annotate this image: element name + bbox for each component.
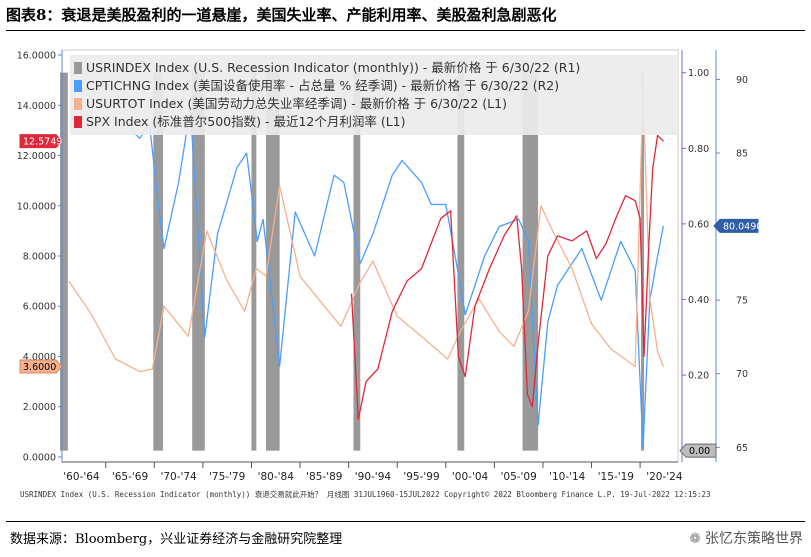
series-line-spx [350, 134, 664, 420]
x-tick-label-10: '10-'14 [549, 471, 586, 483]
left-tick-label-1: 2.0000 [23, 402, 56, 413]
legend-entry-2: USURTOT Index (美国劳动力总失业率经季调) - 最新价格 于 6/… [86, 96, 507, 111]
inner-right-tick-label-3: 0.80 [688, 144, 709, 155]
x-tick-label-11: '15-'19 [598, 471, 634, 483]
recession-last-value-flag: 0.00 [679, 443, 717, 458]
capacity-last-value-flag-shape [713, 218, 759, 233]
recession-bar-1 [153, 72, 164, 451]
x-tick-label-6: '90-'94 [355, 471, 392, 483]
watermark: ❁ 张忆东策略世界 [689, 528, 803, 548]
left-tick-label-8: 16.0000 [17, 51, 56, 62]
left-tick-label-0: 0.0000 [23, 452, 56, 463]
legend: USRINDEX Index (U.S. Recession Indicator… [70, 55, 678, 135]
watermark-text: 张忆东策略世界 [705, 531, 803, 547]
series-line-cptichng [124, 108, 665, 448]
capacity-last-value-flag-text: 80.0490 [723, 221, 762, 232]
legend-entry-3: SPX Index (标准普尔500指数) - 最近12个月利润率 (L1) [86, 114, 406, 129]
inner-right-tick-label-4: 1.00 [688, 68, 709, 79]
left-tick-label-5: 10.0000 [17, 201, 56, 212]
axes: '60-'64 '65-'69 '70-'74 '75-'79 '80-'84 '85-'… [17, 50, 762, 483]
recession-last-value-flag-text: 0.00 [689, 446, 710, 457]
inner-right-tick-label-1: 0.40 [688, 295, 709, 306]
x-tick-label-3: '75-'79 [209, 471, 245, 483]
capacity-last-value-flag: 80.0490 [713, 218, 762, 233]
x-tick-label-5: '85-'89 [306, 471, 342, 483]
recession-bar-3 [251, 72, 257, 451]
data-source: 数据来源：Bloomberg，兴业证券经济与金融研究院整理 [10, 532, 343, 547]
series-line-usurtot [68, 87, 665, 373]
wechat-icon: ❁ [689, 531, 701, 547]
legend-swatch-2 [74, 98, 82, 110]
inner-right-tick-label-0: 0.20 [688, 371, 709, 382]
recession-bar-4 [266, 72, 280, 451]
left-tick-label-6: 12.0000 [17, 151, 56, 162]
legend-entry-0: USRINDEX Index (U.S. Recession Indicator… [86, 60, 580, 75]
x-tick-label-12: '20-'24 [646, 471, 683, 483]
x-tick-label-0: '60-'64 [63, 471, 100, 483]
legend-swatch-1 [74, 80, 82, 92]
left-tick-label-7: 14.0000 [17, 101, 56, 112]
recession-bar-6 [457, 72, 465, 451]
bottom-rule [6, 521, 805, 522]
x-tick-label-8: '00-'04 [452, 471, 489, 483]
bloomberg-footer-note: USRINDEX Index (U.S. Recession Indicator… [20, 490, 711, 499]
x-tick-label-9: '05-'09 [501, 471, 537, 483]
outer-right-tick-label-0: 65 [736, 443, 748, 454]
left-tick-label-3: 6.0000 [23, 302, 56, 313]
figure-title: 图表8：衰退是美股盈利的一道悬崖，美国失业率、产能利用率、美股盈利急剧恶化 [6, 6, 557, 24]
inner-right-tick-label-2: 0.60 [688, 219, 709, 230]
x-tick-label-4: '80-'84 [258, 471, 295, 483]
spx-last-value-flag-text: 12.5749 [23, 137, 62, 148]
recession-bar-2 [192, 72, 205, 451]
spx-last-value-flag: 12.5749 [19, 134, 63, 149]
recession-bar-5 [353, 72, 361, 451]
legend-swatch-0 [74, 62, 82, 74]
recession-last-value-flag-shape [679, 443, 717, 458]
x-tick-label-2: '70-'74 [160, 471, 197, 483]
legend-swatch-3 [74, 116, 82, 128]
x-tick-label-1: '65-'69 [112, 471, 148, 483]
legend-entry-1: CPTICHNG Index (美国设备使用率 - 占总量 % 经季调) - 最… [86, 78, 559, 93]
outer-right-tick-label-4: 85 [736, 149, 748, 160]
unemployment-last-value-flag-text: 3.6000 [23, 362, 56, 373]
unemployment-last-value-flag: 3.6000 [19, 359, 63, 374]
top-rule [6, 30, 805, 31]
outer-right-tick-label-5: 90 [736, 75, 748, 86]
outer-right-tick-label-1: 70 [736, 369, 748, 380]
left-tick-label-4: 8.0000 [23, 252, 56, 263]
series-lines [68, 87, 665, 448]
unemployment-last-value-flag-shape [19, 359, 63, 374]
legend-box [70, 55, 678, 135]
recession-bar-8 [641, 72, 645, 451]
recession-bar-0 [60, 72, 68, 451]
x-tick-label-7: '95-'99 [403, 471, 439, 483]
left-tick-label-2: 4.0000 [23, 352, 56, 363]
spx-last-value-flag-shape [19, 134, 63, 149]
outer-right-tick-label-2: 75 [736, 296, 748, 307]
